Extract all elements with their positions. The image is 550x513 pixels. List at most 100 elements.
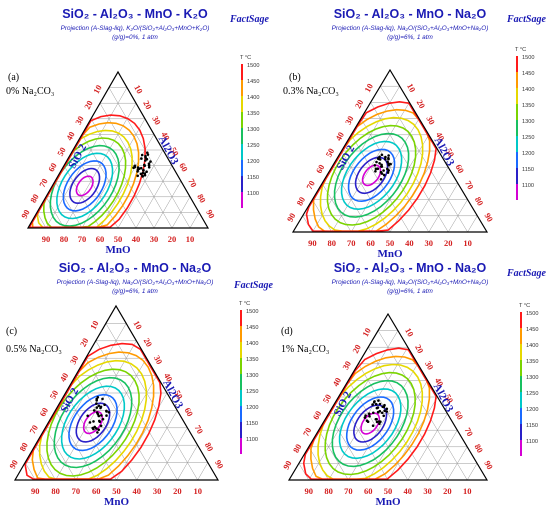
axis-label-mno: MnO xyxy=(375,496,401,508)
sample-point xyxy=(387,157,390,161)
sample-point xyxy=(98,420,102,423)
sample-point xyxy=(385,407,389,411)
tick-label: 70 xyxy=(347,238,356,248)
temperature-legend: T °C 1500 1450 1400 1350 1300 1250 1200 1150 1100 xyxy=(515,47,534,200)
legend-label: 1300 xyxy=(522,119,534,125)
legend-label: 1300 xyxy=(526,375,538,381)
sample-point xyxy=(139,172,143,176)
legend-label: 1200 xyxy=(247,159,259,165)
sample-point xyxy=(382,173,386,177)
legend-label: 1350 xyxy=(246,357,258,363)
isotherm-line xyxy=(46,368,140,477)
legend-label: 1250 xyxy=(246,389,258,395)
diagram-subtitle-ratio: (g/g)=6%, 1 atm xyxy=(112,288,158,295)
tick-label: 10 xyxy=(463,238,472,248)
tick-label: 80 xyxy=(473,195,486,207)
tick-label: 20 xyxy=(443,486,452,496)
tick-label: 80 xyxy=(291,442,304,454)
isotherm-line xyxy=(338,388,402,460)
tick-label: 80 xyxy=(28,192,41,204)
sample-point xyxy=(144,156,147,159)
sample-point xyxy=(149,160,152,163)
tick-label: 70 xyxy=(304,179,317,191)
panel-label: (a) xyxy=(8,72,19,83)
sample-point xyxy=(95,402,98,405)
tick-label: 40 xyxy=(434,130,447,142)
legend-label: 1500 xyxy=(247,63,259,69)
isotherm-line xyxy=(324,371,416,476)
isotherm-line xyxy=(340,140,403,211)
tick-label: 40 xyxy=(330,376,343,388)
tick-label: 70 xyxy=(193,423,206,435)
legend-label: 1200 xyxy=(246,405,258,411)
diagram-subtitle: Projection (A-Slag-liq), Na₂O/(SiO₂+Al₂O… xyxy=(57,279,214,286)
isotherm-line xyxy=(27,114,146,229)
isotherm-line xyxy=(31,121,140,229)
tick-label: 90 xyxy=(19,208,32,220)
legend-label: 1100 xyxy=(522,183,534,189)
isotherm-line xyxy=(345,396,395,451)
tick-label: 10 xyxy=(88,319,101,331)
legend-label: 1250 xyxy=(522,135,534,141)
bottom-ticks: 90 80 70 60 50 40 30 20 10 xyxy=(31,486,202,496)
sample-point xyxy=(136,170,139,173)
tick-label: 10 xyxy=(463,486,472,496)
sample-point xyxy=(382,169,385,172)
sample-points xyxy=(132,151,152,178)
legend-label: 1150 xyxy=(522,167,534,173)
isotherm-line xyxy=(24,342,162,480)
factsage-logo: FactSage xyxy=(504,11,546,25)
diagram-title: SiO₂ - Al₂O₃ - MnO - Na₂O xyxy=(59,261,212,275)
sample-point xyxy=(105,414,108,417)
left-ticks: 90 80 70 60 50 40 30 20 10 xyxy=(7,319,101,470)
tick-label: 80 xyxy=(294,195,307,207)
tick-label: 60 xyxy=(311,409,324,421)
tick-label: 10 xyxy=(186,234,195,244)
tick-label: 50 xyxy=(444,146,457,158)
isotherm-line xyxy=(82,410,104,435)
legend-label: 1150 xyxy=(247,175,259,181)
legend-label: 1100 xyxy=(247,191,259,197)
sample-point xyxy=(375,417,378,421)
legend-label: 1350 xyxy=(247,111,259,117)
tick-label: 20 xyxy=(78,336,91,348)
sample-point xyxy=(379,170,383,174)
svg-text:FactSage: FactSage xyxy=(506,268,546,279)
axis-label-mno: MnO xyxy=(105,244,131,256)
sample-point xyxy=(99,424,103,428)
sample-point xyxy=(377,399,380,402)
tick-label: 10 xyxy=(193,486,202,496)
legend-label: 1250 xyxy=(526,391,538,397)
tick-label: 40 xyxy=(333,130,346,142)
tick-label: 40 xyxy=(159,130,172,142)
sample-point xyxy=(378,409,382,413)
tick-label: 30 xyxy=(423,486,432,496)
condition-label: 0.3% Na₂CO₃ xyxy=(283,86,339,97)
tick-label: 50 xyxy=(55,145,68,157)
tick-label: 40 xyxy=(433,376,446,388)
panel-b: SiO₂ - Al₂O₃ - MnO - Na₂O Projection (A-S… xyxy=(283,7,546,260)
left-ticks: 90 80 70 60 50 40 30 20 10 xyxy=(281,326,373,471)
isotherm-line xyxy=(353,404,388,443)
tick-label: 60 xyxy=(37,406,50,418)
tick-label: 20 xyxy=(173,486,182,496)
sample-point xyxy=(143,163,146,167)
tick-label: 60 xyxy=(453,163,466,175)
isotherm-line xyxy=(53,376,133,469)
tick-label: 80 xyxy=(472,442,485,454)
sample-point xyxy=(383,403,386,407)
tick-label: 20 xyxy=(413,343,426,355)
isotherm-line xyxy=(360,412,381,435)
right-ticks: 90 80 70 60 50 40 30 20 10 xyxy=(132,83,217,220)
tick-label: 40 xyxy=(64,130,77,142)
sample-point xyxy=(99,406,102,410)
tick-label: 10 xyxy=(362,82,375,94)
sample-point xyxy=(375,420,379,424)
legend-label: 1200 xyxy=(526,407,538,413)
sample-point xyxy=(364,414,367,417)
isotherm-line xyxy=(60,385,126,460)
tick-label: 60 xyxy=(453,409,466,421)
tick-label: 70 xyxy=(37,177,50,189)
diagram-subtitle-ratio: (g/g)=6%, 1 atm xyxy=(387,288,433,295)
